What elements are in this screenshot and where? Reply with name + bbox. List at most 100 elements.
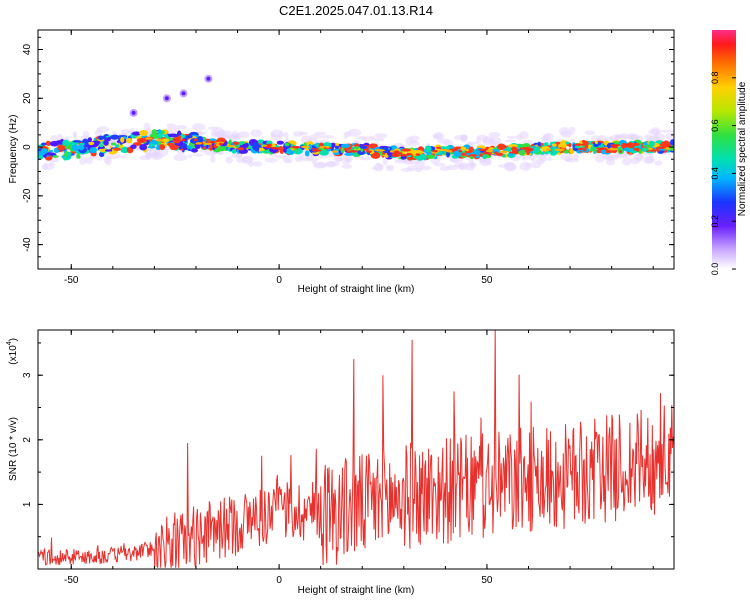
spectrogram-halo-blob	[343, 131, 349, 139]
spectrogram-halo-blob	[317, 154, 329, 159]
spectrogram-halo-blob	[82, 130, 90, 139]
snr-marks	[38, 330, 674, 568]
spectrogram-halo-blob	[304, 157, 319, 162]
spectrogram-halo-blob	[665, 132, 674, 141]
snr-line	[38, 330, 674, 568]
spectrogram-ridge-blob	[582, 147, 587, 152]
spectrogram-halo-blob	[192, 123, 206, 131]
spectrogram-peak-blob	[451, 148, 458, 152]
spectrogram-halo-blob	[418, 165, 432, 171]
spectrogram-ridge-blob	[357, 149, 366, 156]
snr-ytick-label: 3	[22, 372, 33, 378]
spectrogram-halo-blob	[96, 126, 109, 133]
spectrogram-peak-blob	[545, 148, 552, 151]
spectrogram-ridge-blob	[217, 146, 227, 152]
spectrogram-halo-blob	[374, 133, 388, 139]
spectrogram-ridge-blob	[228, 139, 232, 146]
spectrogram-ytick-label: 0	[22, 144, 33, 150]
spectrogram-peak-blob	[494, 151, 498, 154]
spectrogram-ridge-blob	[333, 143, 341, 147]
spectrogram-halo-blob	[408, 135, 420, 141]
spectrogram-xtick-label: 50	[481, 275, 493, 286]
spectrogram-ridge-blob	[573, 147, 579, 152]
spectrogram-ridge-blob	[543, 142, 549, 147]
spectrogram-ridge-blob	[315, 143, 320, 148]
colorbar-label: Normalized spectral amplitude	[737, 81, 748, 216]
spectrogram-ridge-blob	[508, 144, 518, 148]
colorbar-tick-label: 0.0	[710, 263, 720, 276]
spectrogram-ridge-blob	[40, 148, 48, 154]
spectrogram-halo-blob	[166, 123, 177, 128]
spectrogram-ridge-blob	[552, 143, 557, 147]
spectrogram-ridge-blob	[110, 142, 117, 146]
spectrogram-halo-blob	[635, 153, 644, 163]
spectrogram-halo-blob	[146, 153, 151, 161]
spectrogram-ridge-blob	[276, 140, 284, 145]
spectrogram-halo-blob	[248, 160, 254, 168]
spectrogram-ridge-blob	[565, 141, 570, 145]
spectrogram-halo-blob	[218, 151, 224, 156]
spectrogram-halo-blob	[252, 161, 263, 167]
spectrogram-ridge-blob	[87, 137, 93, 143]
spectrogram-ridge-blob	[62, 139, 70, 146]
spectrogram-ridge-blob	[86, 144, 94, 148]
spectrogram-ridge-blob	[237, 147, 245, 151]
spectrogram-halo-blob	[111, 130, 117, 136]
spectrogram-halo-blob	[519, 130, 529, 140]
spectrogram-peak-blob	[400, 154, 408, 157]
spectrogram-ridge-blob	[71, 144, 80, 151]
spectrogram-halo-blob	[224, 134, 231, 138]
spectrogram-halo-blob	[264, 157, 278, 163]
spectrogram-halo-blob	[325, 160, 337, 168]
spectrogram-halo-blob	[547, 156, 553, 162]
spectrogram-halo-blob	[430, 157, 441, 165]
spectrogram-halo-blob	[174, 125, 187, 130]
spectrogram-halo-blob	[382, 157, 388, 166]
spectrogram-ytick-label: 20	[22, 92, 33, 104]
spectrogram-ridge-blob	[264, 150, 270, 154]
spectrogram-halo-blob	[84, 156, 93, 165]
spectrogram-halo-blob	[604, 154, 619, 161]
colorbar-ticks: 0.0 0.2 0.4 0.6 0.8	[710, 72, 736, 276]
spectrogram-peak-blob	[312, 149, 322, 152]
spectrogram-halo-blob	[222, 130, 232, 135]
spectrogram-peak-blob	[139, 139, 145, 143]
spectrogram-halo-blob	[96, 156, 103, 161]
spectrogram-halo-blob	[543, 132, 554, 141]
spectrogram-ridge-blob	[382, 147, 389, 154]
spectrogram-halo-blob	[295, 155, 303, 163]
spectrogram-halo-blob	[210, 154, 216, 163]
spectrogram-peak-blob	[522, 147, 527, 150]
spectrogram-halo-blob	[470, 162, 476, 169]
spectrogram-halo-blob	[437, 138, 451, 144]
spectrogram-ridge-blob	[446, 150, 451, 158]
spectrogram-halo-blob	[560, 153, 574, 161]
spectrogram-ridge-blob	[460, 152, 467, 157]
spectrogram-peak-blob	[439, 149, 449, 152]
spectrogram-ridge-blob	[426, 154, 435, 159]
spectrogram-halo-blob	[153, 148, 160, 158]
spectrogram-halo-blob	[376, 162, 381, 167]
spectrogram-ridge-blob	[179, 134, 187, 138]
spectrogram-ridge-blob	[266, 140, 273, 146]
spectrogram-halo-blob	[284, 158, 293, 164]
spectrogram-ridge-blob	[559, 140, 568, 146]
spectrogram-ridge-blob	[304, 150, 310, 157]
spectrogram-halo-blob	[506, 135, 517, 139]
spectrogram-halo-blob	[409, 140, 420, 147]
spectrogram-ridge-blob	[495, 152, 504, 157]
spectrogram-halo-blob	[355, 135, 367, 140]
spectrogram-ridge-blob	[114, 144, 120, 148]
spectrogram-ridge-blob	[41, 142, 47, 146]
spectrogram-marks	[38, 74, 674, 173]
spectrogram-peak-blob	[209, 140, 216, 144]
spectrogram-halo-blob	[379, 164, 384, 168]
spectrogram-ridge-blob	[103, 139, 109, 146]
spectrogram-ridge-blob	[460, 146, 467, 151]
spectrogram-halo-blob	[489, 136, 502, 145]
spectrogram-peak-blob	[348, 150, 359, 153]
spectrogram-peak-blob	[389, 150, 395, 153]
spectrogram-halo-blob	[57, 133, 63, 139]
spectrogram-ridge-blob	[319, 150, 329, 156]
spectrogram-halo-blob	[488, 131, 501, 138]
